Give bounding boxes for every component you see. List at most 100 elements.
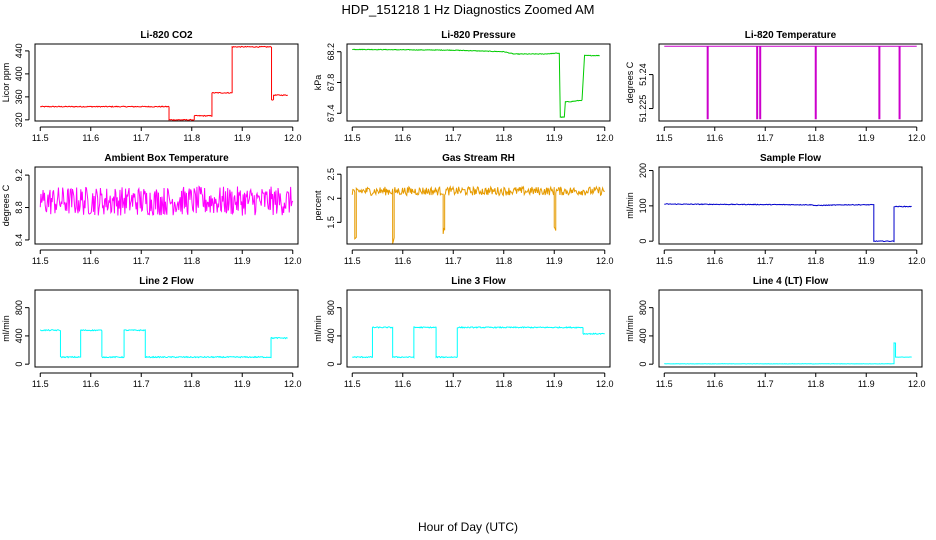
series-line <box>664 203 912 243</box>
x-tick-label: 11.8 <box>807 133 824 143</box>
x-tick-label: 11.8 <box>807 379 824 389</box>
x-tick-label: 11.6 <box>394 133 411 143</box>
panel-title: Li-820 Pressure <box>441 30 516 41</box>
x-tick-label: 11.9 <box>858 256 875 266</box>
y-tick-label: 0 <box>638 362 648 367</box>
x-tick-label: 11.5 <box>344 256 361 266</box>
panel-1: Li-820 CO2 Licor ppm 11.5 11.6 11.7 11.8 11.9 1… <box>1 30 302 143</box>
y-tick-label: 360 <box>14 89 24 104</box>
panel-frame <box>34 166 299 245</box>
panel-8: Line 3 Flow ml/min 11.5 11.6 11.7 11.8 11.9 12.… <box>313 276 614 389</box>
panel-ylabel: ml/min <box>1 315 11 342</box>
y-tick-label: 200 <box>638 163 648 178</box>
series-line <box>352 326 605 359</box>
y-tick-label: 0 <box>326 362 336 367</box>
panel-3: Li-820 Temperature degrees C 11.5 11.6 11.7 1… <box>625 30 926 143</box>
y-tick-label: 1.5 <box>326 216 336 229</box>
x-tick-label: 12.0 <box>596 256 614 266</box>
x-tick-label: 11.5 <box>656 379 673 389</box>
panel-7: Line 2 Flow ml/min 11.5 11.6 11.7 11.8 11.9 12.… <box>1 276 302 389</box>
panel-5: Gas Stream RH percent 11.5 11.6 11.7 11.8 11.9… <box>313 153 614 266</box>
y-tick-label: 0 <box>638 239 648 244</box>
x-tick-label: 11.6 <box>82 379 99 389</box>
series-line <box>40 45 288 121</box>
panel-title: Li-820 CO2 <box>140 30 193 41</box>
y-tick-label: 400 <box>14 66 24 81</box>
x-tick-label: 11.8 <box>807 256 824 266</box>
x-tick-label: 11.9 <box>234 133 251 143</box>
figure-xlabel: Hour of Day (UTC) <box>418 520 518 534</box>
y-tick-label: 800 <box>638 300 648 315</box>
y-tick-label: 400 <box>638 328 648 343</box>
y-tick-label: 2.5 <box>326 168 336 181</box>
panel-4: Ambient Box Temperature degrees C 11.5 11.6… <box>1 153 302 266</box>
y-tick-label: 67.4 <box>326 105 336 123</box>
panel-title: Sample Flow <box>760 153 821 164</box>
x-tick-label: 11.5 <box>32 256 49 266</box>
y-tick-label: 51.225 <box>638 95 648 123</box>
y-tick-label: 440 <box>14 43 24 58</box>
x-tick-label: 11.7 <box>445 379 462 389</box>
y-tick-label: 51.24 <box>638 63 648 86</box>
x-tick-label: 11.6 <box>394 379 411 389</box>
x-tick-label: 11.8 <box>495 379 512 389</box>
panel-ylabel: degrees C <box>625 61 635 103</box>
panel-6: Sample Flow ml/min 11.5 11.6 11.7 11.8 11.9 12.… <box>625 153 926 266</box>
series-line <box>39 328 288 359</box>
y-tick-label: 2 <box>326 196 336 201</box>
x-tick-label: 11.7 <box>757 256 774 266</box>
x-tick-label: 12.0 <box>908 379 926 389</box>
panel-ylabel: percent <box>313 190 323 221</box>
x-tick-label: 11.5 <box>656 256 673 266</box>
x-tick-label: 11.8 <box>183 133 200 143</box>
panel-ylabel: ml/min <box>625 315 635 342</box>
x-tick-label: 11.5 <box>656 133 673 143</box>
x-tick-label: 12.0 <box>284 379 302 389</box>
x-tick-label: 12.0 <box>284 133 302 143</box>
y-tick-label: 9.2 <box>14 169 24 182</box>
y-tick-label: 400 <box>14 328 24 343</box>
panel-title: Li-820 Temperature <box>745 30 837 41</box>
series-line <box>39 185 294 216</box>
x-tick-label: 11.5 <box>32 379 49 389</box>
x-tick-label: 11.7 <box>757 379 774 389</box>
x-tick-label: 12.0 <box>596 379 614 389</box>
series-line <box>664 45 917 120</box>
y-tick-label: 8.8 <box>14 201 24 214</box>
x-tick-label: 11.6 <box>82 133 99 143</box>
panel-ylabel: ml/min <box>625 192 635 219</box>
y-tick-label: 67.8 <box>326 74 336 92</box>
x-tick-label: 11.9 <box>546 256 563 266</box>
panel-frame <box>346 43 611 122</box>
panel-title: Line 3 Flow <box>451 276 506 287</box>
panel-ylabel: Licor ppm <box>1 63 11 103</box>
y-tick-label: 320 <box>14 112 24 127</box>
series-line <box>352 48 600 119</box>
panel-title: Gas Stream RH <box>442 153 515 164</box>
x-tick-label: 11.9 <box>234 256 251 266</box>
x-tick-label: 11.7 <box>133 379 150 389</box>
x-tick-label: 11.9 <box>546 133 563 143</box>
x-tick-label: 11.7 <box>445 133 462 143</box>
series-line <box>351 185 605 244</box>
x-tick-label: 11.9 <box>546 379 563 389</box>
panel-frame <box>346 166 611 245</box>
x-tick-label: 11.9 <box>858 379 875 389</box>
x-tick-label: 11.6 <box>706 379 723 389</box>
x-tick-label: 11.6 <box>82 256 99 266</box>
x-tick-label: 12.0 <box>908 133 926 143</box>
x-tick-label: 11.8 <box>183 379 200 389</box>
y-tick-label: 800 <box>14 300 24 315</box>
x-tick-label: 11.5 <box>344 379 361 389</box>
figure-title: HDP_151218 1 Hz Diagnostics Zoomed AM <box>342 2 595 17</box>
x-tick-label: 11.7 <box>757 133 774 143</box>
x-tick-label: 11.5 <box>344 133 361 143</box>
x-tick-label: 11.7 <box>133 256 150 266</box>
panel-frame <box>346 289 611 368</box>
panel-9: Line 4 (LT) Flow ml/min 11.5 11.6 11.7 11.8 11… <box>625 276 926 389</box>
y-tick-label: 0 <box>14 362 24 367</box>
x-tick-label: 11.7 <box>133 133 150 143</box>
y-tick-label: 800 <box>326 300 336 315</box>
panel-2: Li-820 Pressure kPa 11.5 11.6 11.7 11.8 11.9 12… <box>313 30 614 143</box>
